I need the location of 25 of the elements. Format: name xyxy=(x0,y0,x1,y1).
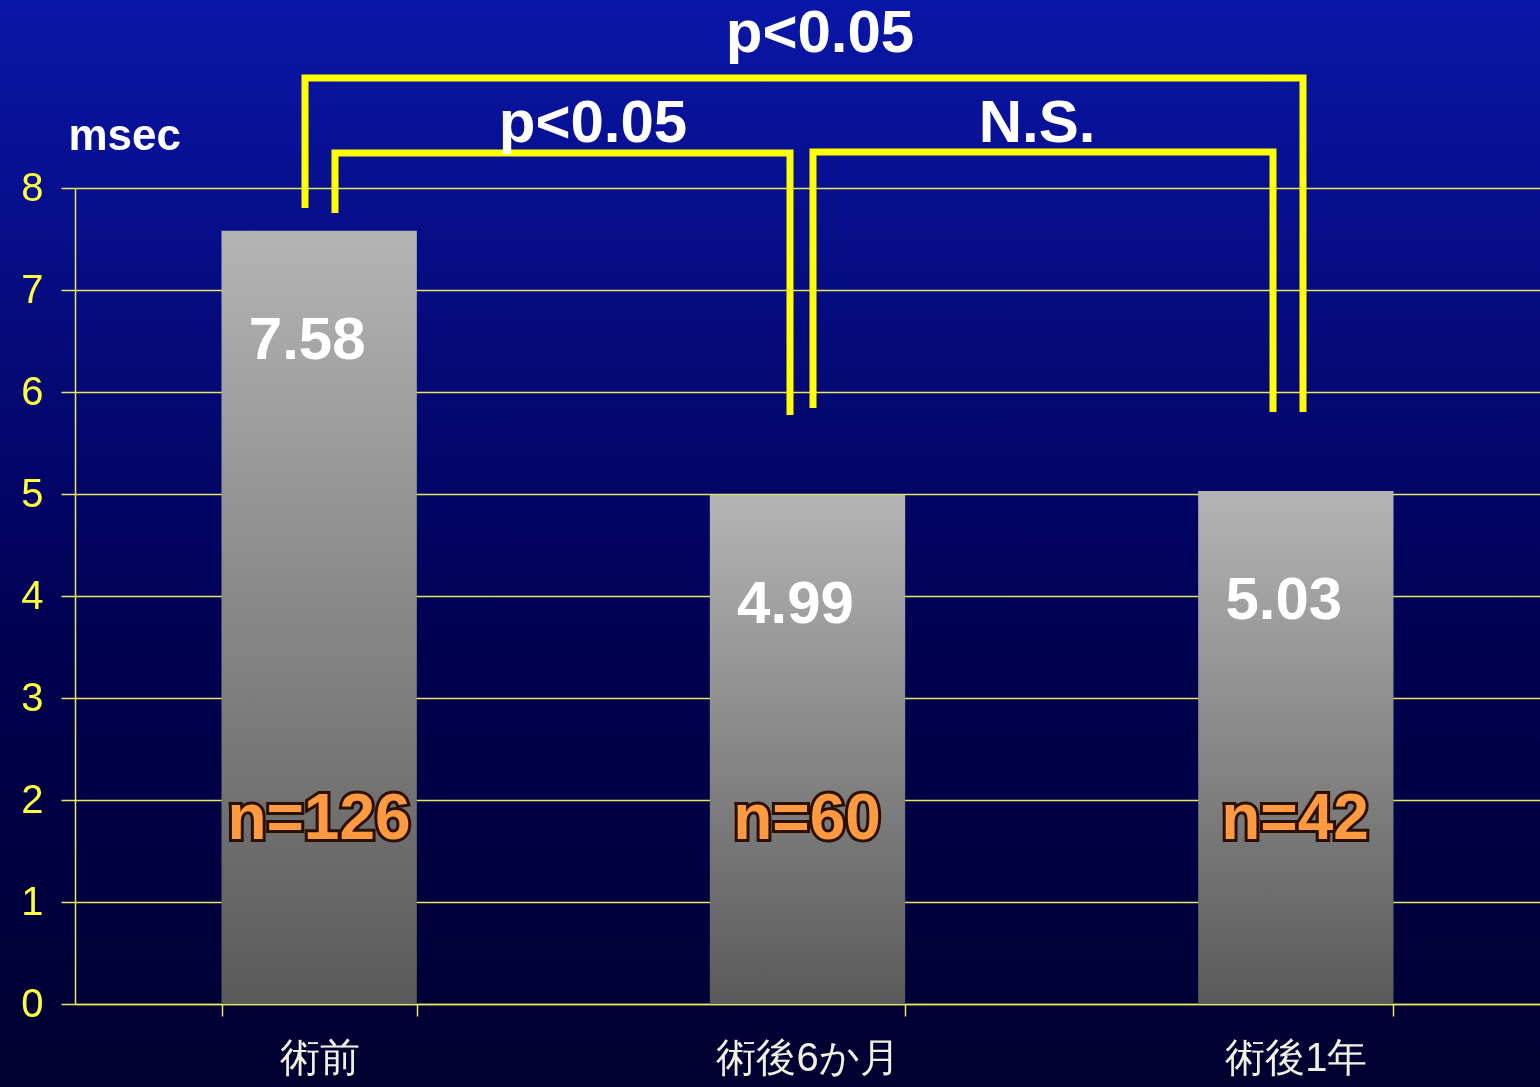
y-tick-label: 2 xyxy=(21,776,44,821)
y-tick-label: 0 xyxy=(21,980,44,1025)
y-tick-label: 7 xyxy=(21,266,44,311)
data-label: 5.03 xyxy=(1225,564,1343,632)
x-tick-label: 術前 xyxy=(279,1034,360,1079)
bar xyxy=(709,495,906,1004)
y-tick-label: 4 xyxy=(21,572,44,617)
data-label: 4.99 xyxy=(737,569,854,637)
x-tick-label: 術後6か月 xyxy=(716,1034,900,1079)
bar xyxy=(1198,490,1394,1004)
text: p<0.05 xyxy=(725,0,915,65)
annotation: n=126 xyxy=(227,780,411,853)
y-tick-label: 3 xyxy=(21,674,44,719)
y-tick-label: 5 xyxy=(21,470,44,515)
text: N.S. xyxy=(978,87,1096,155)
bar xyxy=(221,230,417,1004)
y-axis-title: msec xyxy=(68,109,182,159)
x-tick-label: 術後1年 xyxy=(1225,1034,1368,1079)
annotation: n=60 xyxy=(733,780,881,853)
text: p<0.05 xyxy=(498,87,688,155)
data-label: 7.58 xyxy=(248,304,366,372)
y-tick-label: 6 xyxy=(21,368,44,413)
y-tick-label: 8 xyxy=(21,164,44,209)
annotation: n=42 xyxy=(1221,780,1369,853)
y-tick-label: 1 xyxy=(21,878,44,923)
